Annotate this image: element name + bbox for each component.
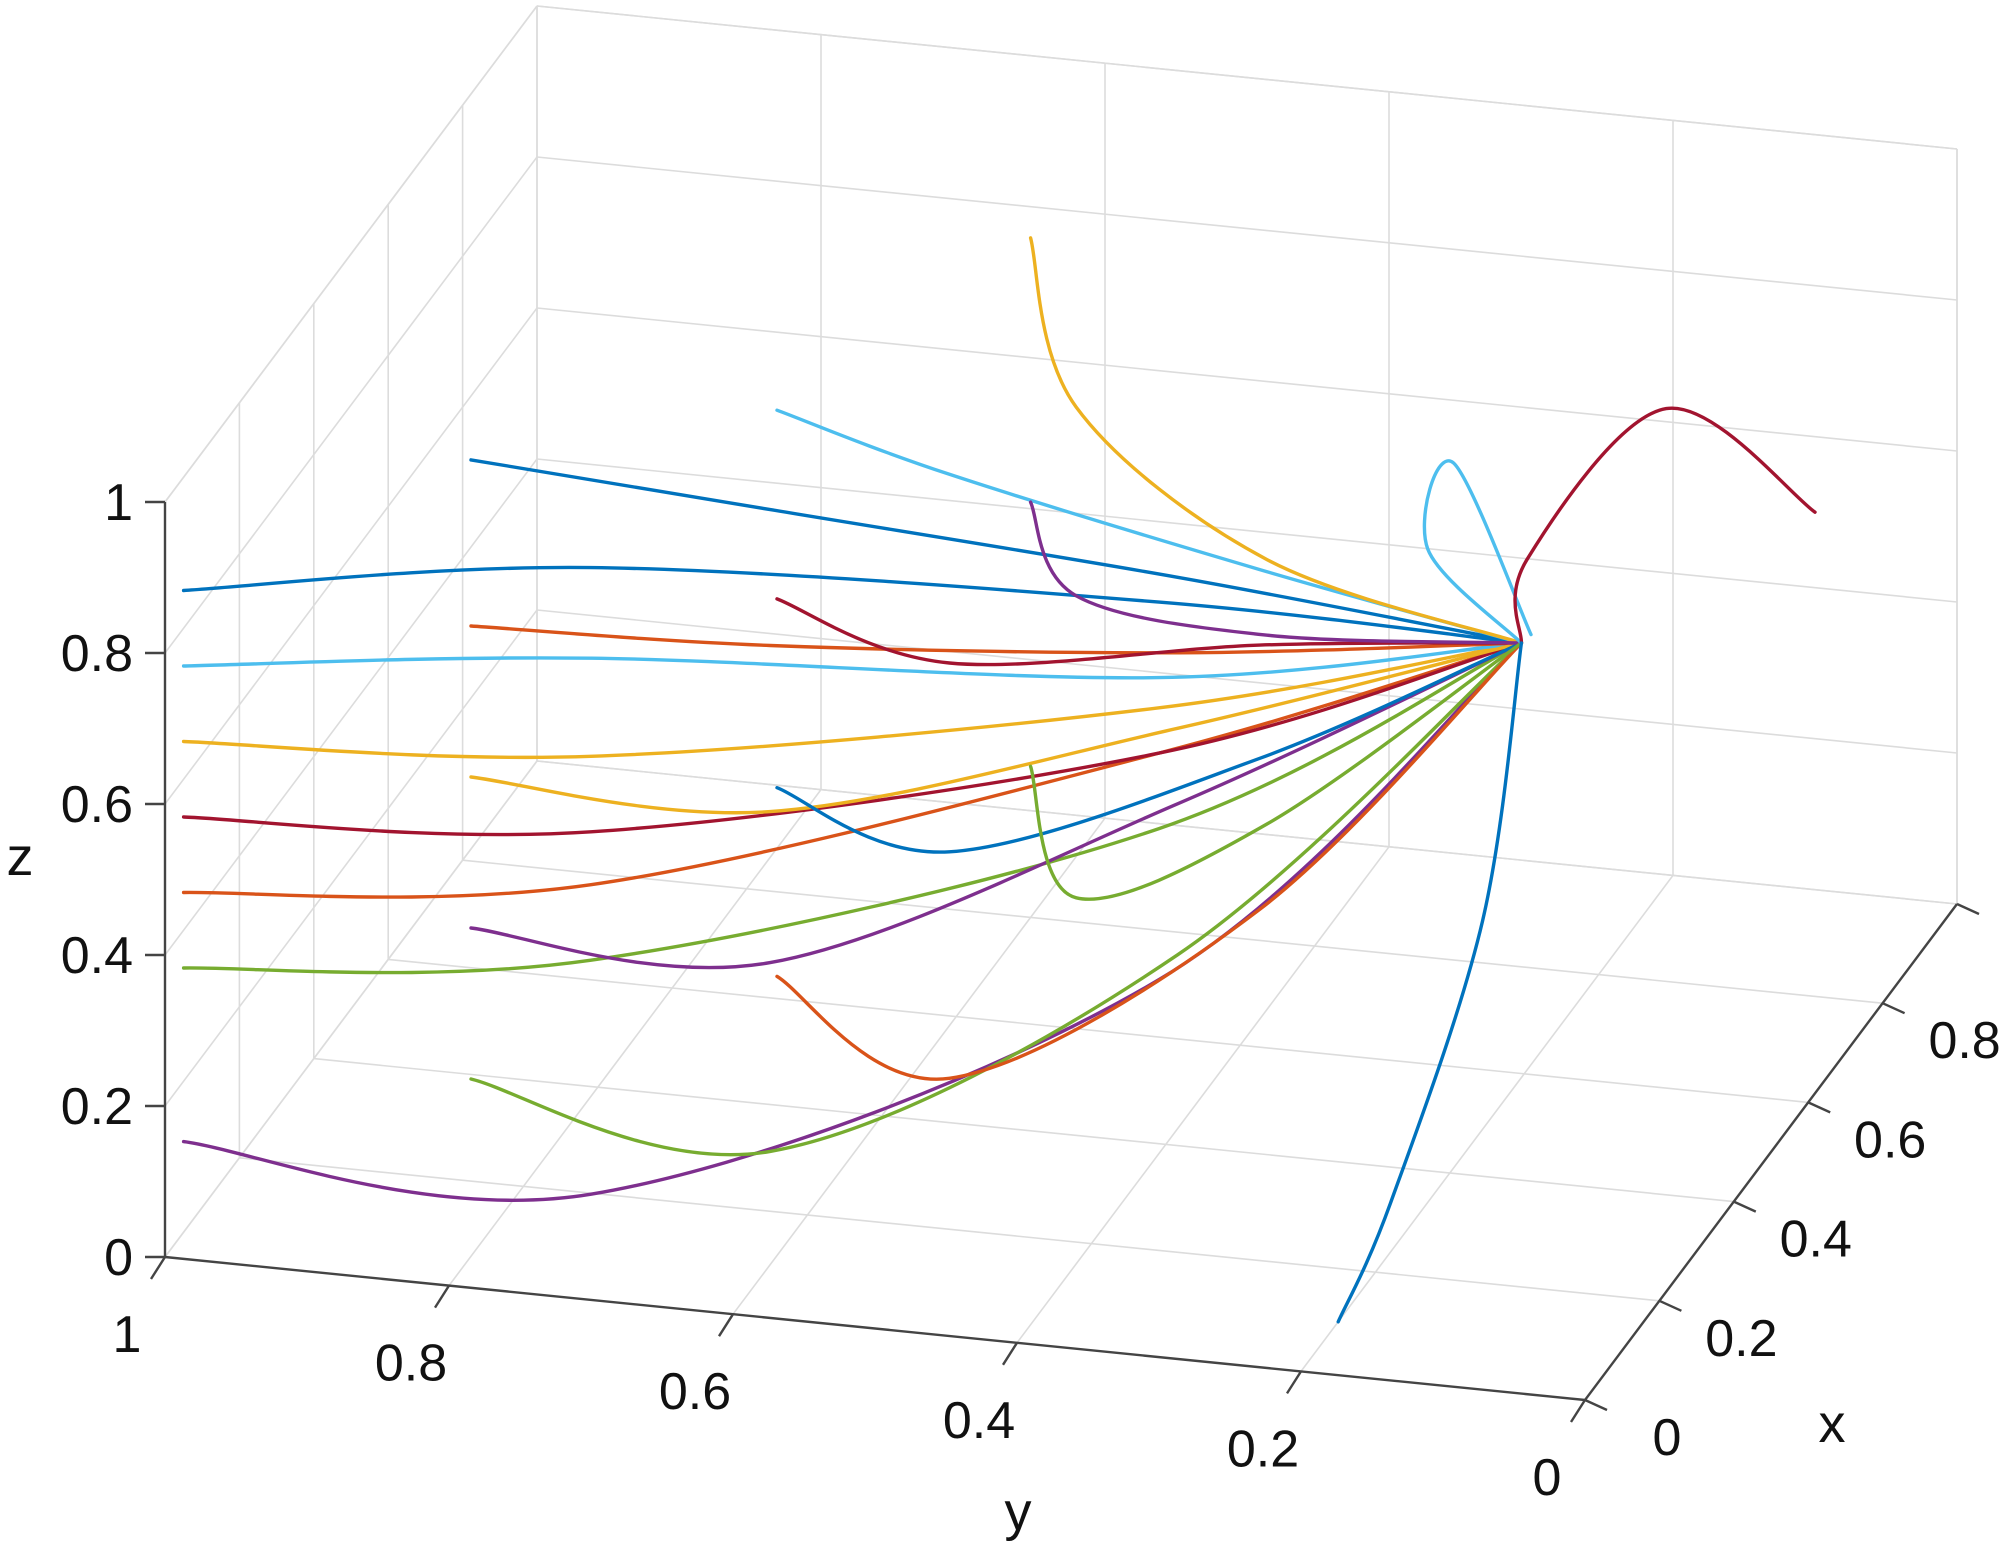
box-edge xyxy=(536,5,1958,150)
trajectory-line xyxy=(469,641,1524,970)
floor-grid-line xyxy=(462,859,1883,1004)
x-tick-mark xyxy=(1882,1002,1906,1015)
x-tick-label: 0.4 xyxy=(1780,1211,1852,1269)
back-wall-grid-line xyxy=(536,156,1958,301)
x-tick-mark xyxy=(1807,1101,1831,1114)
floor-grid-line xyxy=(313,1057,1734,1203)
floor-grid-line xyxy=(239,1157,1660,1302)
trajectory-line xyxy=(1422,459,1533,645)
box-edge xyxy=(164,5,538,503)
side-wall-grid-line xyxy=(164,156,538,654)
y-tick-mark xyxy=(1285,1370,1303,1395)
axes xyxy=(145,500,1980,1423)
y-tick-mark xyxy=(433,1284,451,1309)
y-tick-label: 0.4 xyxy=(943,1392,1015,1450)
trajectory-line xyxy=(181,641,1524,760)
trajectory-line xyxy=(775,641,1524,854)
floor-grid-line xyxy=(164,760,538,1258)
trajectory-line xyxy=(469,624,1524,655)
trajectory-line xyxy=(775,408,1524,645)
x-tick-mark xyxy=(1658,1299,1682,1312)
x-axis-line xyxy=(1584,903,1958,1401)
floor-grid-line xyxy=(1016,846,1390,1344)
trajectory-line xyxy=(469,641,1524,1157)
trajectory-line xyxy=(1336,641,1524,1324)
trajectory-line xyxy=(1028,500,1524,645)
trajectory-line xyxy=(181,641,1524,680)
x-tick-mark xyxy=(1733,1200,1757,1213)
axis-labels: 00.20.40.60.8100.20.40.60.8100.20.40.60.… xyxy=(7,474,2000,1542)
trajectory-line xyxy=(469,458,1524,645)
y-tick-label: 1 xyxy=(113,1306,142,1364)
back-wall-grid-line xyxy=(536,458,1958,603)
x-tick-label: 0.2 xyxy=(1705,1310,1777,1368)
z-tick-label: 0.2 xyxy=(61,1078,133,1136)
trajectory-line xyxy=(775,641,1524,1081)
x-axis-title: x xyxy=(1819,1394,1846,1454)
floor-grid-line xyxy=(448,789,822,1287)
trajectory-line xyxy=(1028,236,1524,645)
trajectory-line xyxy=(469,641,1524,815)
z-axis-title: z xyxy=(7,827,34,887)
trajectory-line xyxy=(181,565,1524,645)
z-tick-label: 0.6 xyxy=(61,776,133,834)
z-tick-label: 1 xyxy=(104,474,133,532)
trajectory-line xyxy=(181,641,1524,1202)
y-axis-title: y xyxy=(1005,1482,1032,1542)
x-tick-mark xyxy=(1956,902,1980,916)
x-tick-label: 0.8 xyxy=(1928,1012,2000,1070)
y-tick-mark xyxy=(1569,1399,1587,1423)
y-tick-label: 0.2 xyxy=(1227,1420,1299,1478)
side-wall-grid-line xyxy=(164,609,538,1107)
floor-grid-line xyxy=(388,958,1809,1104)
z-tick-label: 0.8 xyxy=(61,625,133,683)
grid xyxy=(164,5,1958,1401)
x-tick-label: 0 xyxy=(1653,1409,1682,1467)
trajectory-line xyxy=(775,597,1524,667)
floor-grid-line xyxy=(732,817,1106,1315)
trajectory-line xyxy=(181,641,1524,975)
back-wall-grid-line xyxy=(536,307,1958,452)
y-tick-mark xyxy=(149,1256,167,1280)
trajectories xyxy=(181,236,1817,1324)
y-tick-label: 0.6 xyxy=(659,1363,731,1421)
trajectory-line xyxy=(1513,406,1817,645)
trajectory-line xyxy=(181,641,1524,899)
side-wall-grid-line xyxy=(164,458,538,956)
z-tick-label: 0.4 xyxy=(61,927,133,985)
floor-grid-line xyxy=(536,760,1958,905)
trajectory-line xyxy=(181,641,1524,837)
y-tick-mark xyxy=(717,1313,735,1337)
y-tick-label: 0.8 xyxy=(375,1335,447,1393)
y-axis-line xyxy=(164,1255,1586,1402)
y-tick-mark xyxy=(1001,1342,1019,1366)
y-tick-label: 0 xyxy=(1533,1449,1562,1507)
z-tick-label: 0 xyxy=(104,1229,133,1287)
floor-grid-line xyxy=(1300,874,1674,1372)
x-tick-mark xyxy=(1584,1398,1608,1412)
x-tick-label: 0.6 xyxy=(1854,1111,1926,1169)
side-wall-grid-line xyxy=(164,307,538,805)
back-wall-grid-line xyxy=(536,609,1958,754)
trajectory-line xyxy=(1028,641,1524,901)
